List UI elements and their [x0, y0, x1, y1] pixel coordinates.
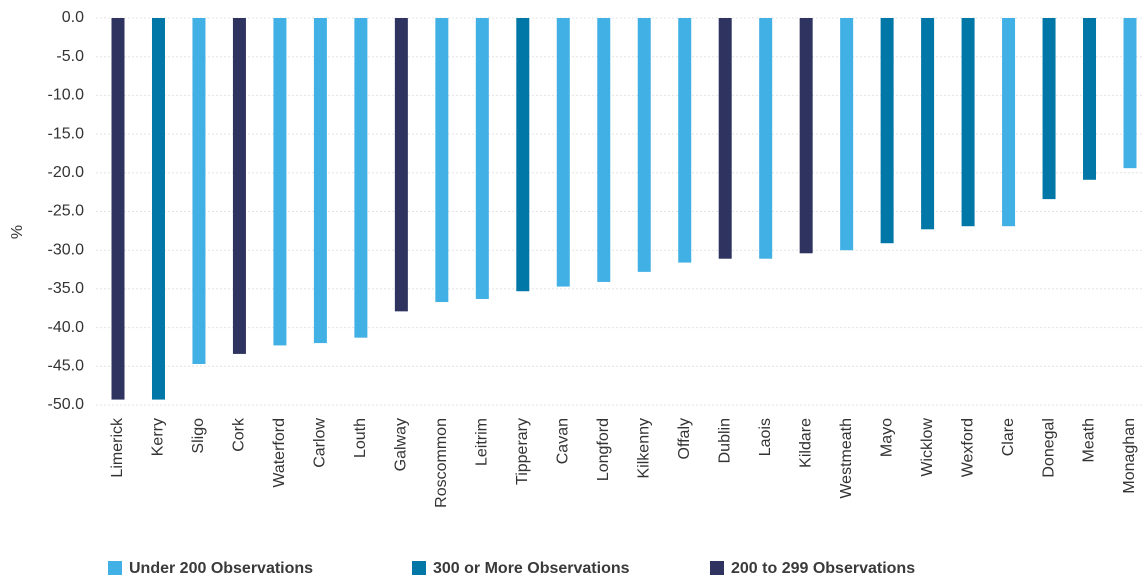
bar [151, 18, 165, 400]
y-tick-label: -25.0 [48, 203, 85, 220]
y-tick-label: -50.0 [48, 396, 85, 413]
y-tick-label: -30.0 [48, 241, 85, 258]
bar [556, 18, 570, 287]
x-tick-label: Limerick [109, 417, 126, 478]
bar [961, 18, 975, 227]
y-tick-label: -5.0 [56, 48, 84, 65]
y-tick-label: -15.0 [48, 125, 85, 142]
legend-label: 300 or More Observations [433, 560, 630, 577]
x-tick-label: Kilkenny [635, 418, 652, 478]
bar [718, 18, 732, 259]
x-tick-label: Leitrim [474, 418, 491, 466]
y-tick-label: -40.0 [48, 319, 85, 336]
x-tick-label: Clare [1000, 418, 1017, 456]
x-tick-label: Cavan [554, 418, 571, 464]
bar [1002, 18, 1016, 227]
x-tick-label: Westmeath [838, 418, 855, 499]
bar [232, 18, 246, 354]
x-tick-label: Mayo [878, 418, 895, 457]
bar [840, 18, 854, 251]
x-tick-label: Cork [231, 417, 248, 452]
bar [1123, 18, 1137, 169]
y-tick-label: -45.0 [48, 358, 85, 375]
x-tick-label: Wexford [959, 418, 976, 477]
x-tick-label: Longford [595, 418, 612, 481]
y-tick-label: -35.0 [48, 280, 85, 297]
x-tick-label: Kildare [797, 418, 814, 468]
y-axis-label: % [9, 225, 26, 239]
x-tick-label: Kerry [150, 418, 167, 456]
bar [111, 18, 125, 400]
x-tick-label: Donegal [1040, 418, 1057, 478]
legend-label: Under 200 Observations [129, 560, 313, 577]
legend-swatch [108, 561, 122, 575]
x-tick-label: Dublin [716, 418, 733, 463]
bar [394, 18, 408, 312]
bar [678, 18, 692, 263]
x-tick-label: Tipperary [514, 418, 531, 485]
bar [921, 18, 935, 230]
bar [354, 18, 368, 338]
x-tick-label: Wicklow [919, 418, 936, 477]
x-tick-label: Sligo [190, 418, 207, 454]
bar [435, 18, 449, 303]
x-tick-label: Louth [352, 418, 369, 458]
legend-swatch [710, 561, 724, 575]
bar [759, 18, 773, 259]
bar [799, 18, 813, 254]
x-tick-label: Carlow [312, 418, 329, 468]
legend-label: 200 to 299 Observations [731, 560, 915, 577]
bar [475, 18, 489, 299]
legend-swatch [412, 561, 426, 575]
x-tick-label: Waterford [271, 418, 288, 488]
bar [516, 18, 530, 292]
y-tick-label: -10.0 [48, 87, 85, 104]
y-tick-label: 0.0 [62, 9, 84, 26]
bar [1042, 18, 1056, 200]
bar [313, 18, 327, 344]
x-tick-label: Monaghan [1121, 418, 1138, 494]
x-tick-label: Galway [393, 418, 410, 471]
x-tick-label: Roscommon [433, 418, 450, 508]
bar [880, 18, 894, 244]
x-tick-label: Meath [1081, 418, 1098, 462]
x-tick-label: Laois [757, 418, 774, 456]
bar [1083, 18, 1097, 180]
bar [637, 18, 651, 272]
bar [597, 18, 611, 282]
bar [273, 18, 287, 346]
y-tick-label: -20.0 [48, 164, 85, 181]
bar [192, 18, 206, 364]
x-tick-label: Offaly [676, 418, 693, 460]
